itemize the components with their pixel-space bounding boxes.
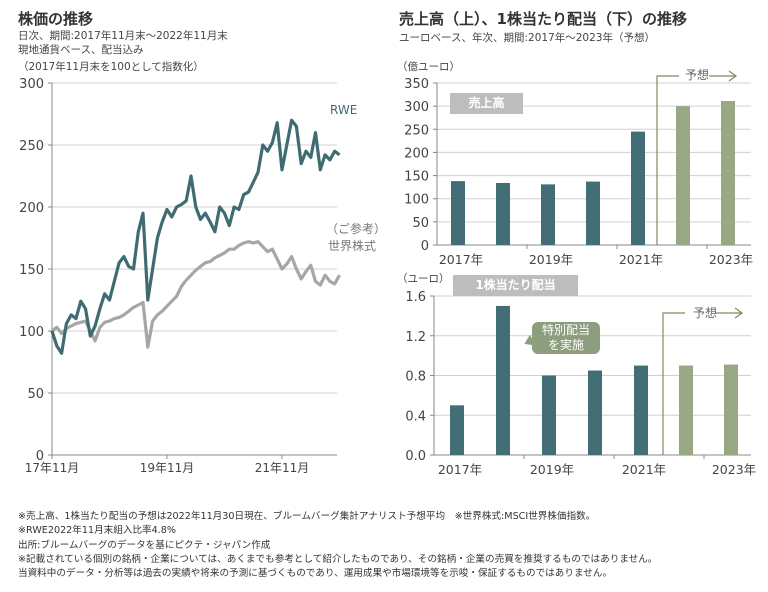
y-tick-label: 50 [412,216,429,231]
legend-world-label: 世界株式 [328,239,377,253]
forecast-bracket [662,312,685,455]
footnote-weight: ※RWE2022年11月末組入比率4.8% [18,525,177,536]
world-stock-line [51,240,341,349]
line-chart-title: 株価の推移 [18,10,94,28]
dividend-bar-2022年 [679,365,693,455]
dividend-bar-2018年 [496,305,510,455]
y-tick-label: 100 [19,325,44,340]
x-tick-label: 19年11月 [140,461,195,475]
x-tick-label: 2021年 [619,252,663,267]
dividend-unit-label: （ユーロ） [397,273,450,285]
x-tick-label: 2021年 [622,462,666,477]
line-chart-subtitle-basis: 現地通貨ベース、配当込み [18,44,144,56]
y-tick-label: 100 [404,193,429,208]
y-tick-label: 0.4 [405,409,426,424]
x-tick-label: 2017年 [439,252,483,267]
x-tick-label: 2017年 [438,462,482,477]
y-tick-label: 0.8 [405,370,426,385]
y-tick-label: 200 [404,146,429,161]
legend-world-note: （ご参考） [326,222,387,236]
revenue-bar-2022年 [676,106,690,246]
y-tick-label: 0 [421,239,429,254]
forecast-arrow-icon [728,70,738,82]
dividend-bar-2023年 [724,364,738,455]
bar-charts-subtitle: ユーロベース、年次、期間:2017年～2023年（予想） [399,32,655,44]
y-tick-label: 300 [19,77,44,92]
revenue-forecast-label: 予想 [685,68,710,82]
footnote-forecast-source: ※売上高、1株当たり配当の予想は2022年11月30日現在、ブルームバーグ集計ア… [18,511,596,522]
x-tick-label: 2019年 [529,252,573,267]
footnote-source: 出所:ブルームバーグのデータを基にピクテ・ジャパン作成 [18,540,271,551]
x-tick-label: 2023年 [712,462,756,477]
revenue-bar-2019年 [541,184,555,245]
special-dividend-callout: 特別配当 を実施 [521,322,600,354]
callout-line-1: 特別配当 [541,323,590,337]
line-chart-subtitle-index: （2017年11月末を100として指数化） [18,61,204,73]
x-tick-label: 2023年 [709,252,753,267]
y-tick-label: 300 [404,100,429,115]
y-tick-label: 150 [19,263,44,278]
y-tick-label: 50 [27,387,44,402]
forecast-bracket [656,75,679,245]
line-chart-subtitle-period: 日次、期間:2017年11月末～2022年11月末 [18,30,228,42]
y-tick-label: 200 [19,201,44,216]
y-tick-label: 150 [404,170,429,185]
y-tick-label: 350 [404,77,429,92]
y-tick-label: 250 [19,139,44,154]
revenue-bar-2023年 [721,101,735,246]
dividend-bar-2020年 [588,370,602,455]
revenue-bar-2021年 [631,131,645,245]
dividend-bar-2019年 [542,375,556,455]
y-tick-label: 0.0 [405,449,426,464]
legend-rwe-label: RWE [330,103,358,117]
revenue-bar-2020年 [586,181,600,245]
callout-line-2: を実施 [547,338,584,352]
dividend-forecast-label: 予想 [693,306,718,320]
y-tick-label: 1.2 [405,330,426,345]
dividend-bar-2021年 [634,365,648,455]
footnote-disclaimer-1: ※記載されている個別の銘柄・企業については、あくまでも参考として紹介したものであ… [18,554,658,565]
y-tick-label: 0 [36,449,44,464]
dividend-label-box: 1株当たり配当 [453,275,578,296]
footnote-disclaimer-2: 当資料中のデータ・分析等は過去の実績や将来の予測に基づくものであり、運用成果や市… [18,568,613,579]
revenue-label-box: 売上高 [450,93,523,114]
forecast-arrow-icon [734,307,744,319]
revenue-bar-2018年 [496,182,510,245]
revenue-unit-label: （億ユーロ） [397,61,460,73]
rwe-line [50,118,341,355]
y-tick-label: 250 [404,123,429,138]
revenue-bar-2017年 [451,181,465,245]
x-tick-label: 17年11月 [25,461,80,475]
x-tick-label: 2019年 [530,462,574,477]
x-tick-label: 21年11月 [255,461,310,475]
y-tick-label: 1.6 [405,290,426,305]
bar-charts-title: 売上高（上）、1株当たり配当（下）の推移 [399,10,687,28]
dividend-bar-2017年 [450,405,464,455]
